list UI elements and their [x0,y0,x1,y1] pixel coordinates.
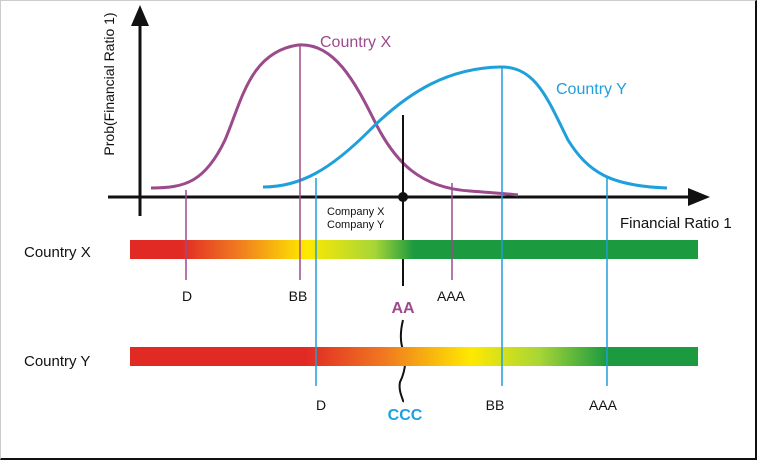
country-y-highlight-rating: CCC [388,407,423,424]
country-x-highlight-rating: AA [391,300,415,317]
x-axis-label: Financial Ratio 1 [620,215,732,232]
country-y-density-curve [262,65,668,190]
country-x-rating-bar [130,240,698,259]
country-x-bar-label: Country X [24,244,91,261]
country-y-rating-bb: BB [486,397,505,413]
country-x-rating-aaa: AAA [437,288,466,304]
country-x-rating-d: D [182,288,192,304]
country-y-rating-bar [130,347,698,366]
country-y-rating-aaa: AAA [589,397,618,413]
country-x-density-curve [150,43,519,197]
country-y-curve-label: Country Y [556,81,627,98]
company-x-label: Company X [327,206,385,218]
x-axis-arrowhead [688,188,710,206]
country-y-bar-label: Country Y [24,353,90,370]
y-axis-label: Prob(Financial Ratio 1) [101,12,117,155]
country-y-rating-d: D [316,397,326,413]
y-axis-arrowhead [131,5,149,26]
country-x-curve-label: Country X [320,34,391,51]
company-y-label: Company Y [327,219,385,231]
country-x-rating-bb: BB [289,288,308,304]
company-marker-line-lower [398,319,407,403]
company-marker-dot [398,192,408,202]
